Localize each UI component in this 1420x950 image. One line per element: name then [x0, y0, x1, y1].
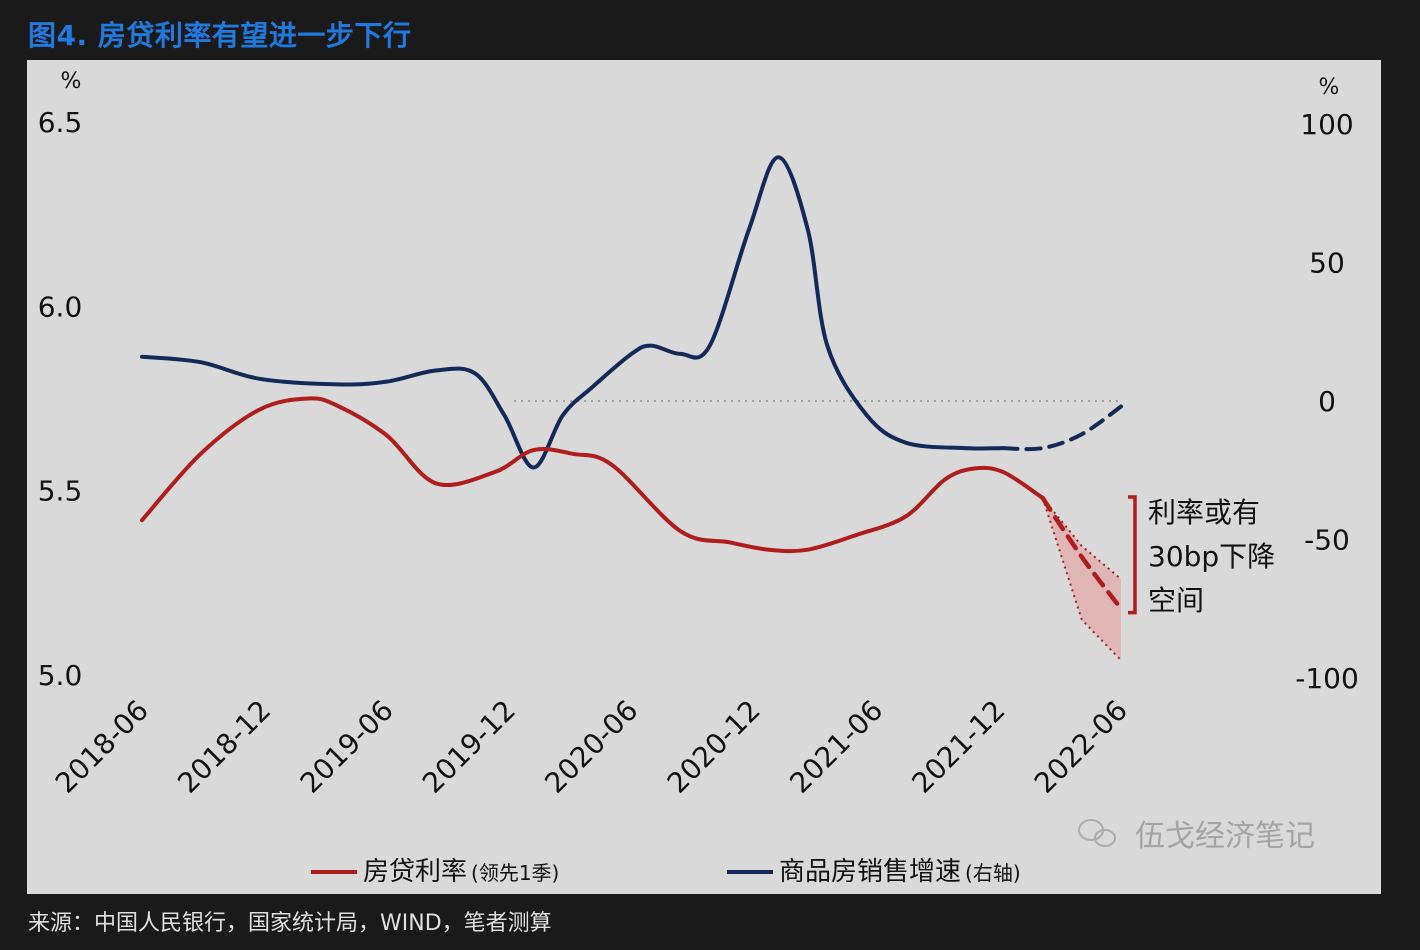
- wechat-icon: [1078, 819, 1116, 847]
- watermark: 伍戈经济笔记: [1078, 819, 1315, 854]
- annotation-line-3: 空间: [1148, 584, 1204, 617]
- x-tick-label: 2022-06: [1028, 694, 1134, 800]
- legend-rate-name: 房贷利率: [363, 857, 467, 887]
- left-tick-label: 6.0: [38, 290, 83, 323]
- legend-rate-label: 房贷利率 (领先1季): [363, 857, 559, 887]
- x-axis-ticks: 2018-06 2018-12 2019-06 2019-12 2020-06 2020-…: [49, 694, 1134, 800]
- right-tick-label: 100: [1300, 108, 1353, 141]
- right-axis-unit: %: [1319, 75, 1340, 100]
- x-tick-label: 2019-06: [294, 694, 400, 800]
- left-axis-ticks: 6.5 6.0 5.5 5.0: [38, 106, 83, 692]
- x-tick-label: 2018-12: [171, 694, 277, 800]
- annotation-line-1: 利率或有: [1148, 496, 1260, 529]
- sales-growth-forecast-line: [1001, 404, 1123, 452]
- legend-sales-suffix: (右轴): [965, 861, 1021, 885]
- source-note: 来源：中国人民银行，国家统计局，WIND，笔者测算: [28, 911, 552, 936]
- mortgage-rate-line: [140, 396, 1045, 554]
- chart-panel: % % 6.5 6.0 5.5 5.0 100 50 0 -50 -100 2018-06 20…: [27, 60, 1381, 894]
- right-axis-ticks: 100 50 0 -50 -100: [1295, 108, 1359, 695]
- left-tick-label: 5.0: [38, 659, 83, 692]
- right-tick-label: 0: [1318, 385, 1336, 418]
- x-tick-label: 2021-06: [783, 694, 889, 800]
- rate-band-upper-edge: [1041, 497, 1122, 580]
- legend-rate-suffix: (领先1季): [471, 861, 559, 885]
- annotation-bracket: [1128, 495, 1137, 615]
- annotation-line-2: 30bp下降: [1148, 540, 1275, 573]
- right-tick-label: -100: [1295, 662, 1359, 695]
- legend-sales-name: 商品房销售增速: [779, 857, 961, 887]
- x-tick-label: 2020-12: [661, 694, 767, 800]
- x-tick-label: 2020-06: [538, 694, 644, 800]
- mortgage-rate-forecast-line: [1040, 495, 1124, 611]
- x-tick-label: 2019-12: [416, 694, 522, 800]
- rate-band-lower-edge: [1041, 497, 1122, 661]
- rate-forecast-band: [1042, 498, 1121, 661]
- right-tick-label: -50: [1304, 524, 1350, 557]
- left-tick-label: 6.5: [38, 106, 83, 139]
- figure-title: 图4. 房贷利率有望进一步下行: [28, 19, 412, 52]
- left-tick-label: 5.5: [38, 475, 83, 508]
- right-tick-label: 50: [1309, 247, 1345, 280]
- legend-sales-label: 商品房销售增速 (右轴): [779, 857, 1021, 887]
- x-tick-label: 2021-12: [905, 694, 1011, 800]
- sales-growth-line: [140, 155, 1006, 470]
- left-axis-unit: %: [61, 69, 82, 94]
- legend: 房贷利率 (领先1季) 商品房销售增速 (右轴): [311, 857, 1021, 887]
- watermark-text: 伍戈经济笔记: [1135, 819, 1315, 854]
- x-tick-label: 2018-06: [49, 694, 155, 800]
